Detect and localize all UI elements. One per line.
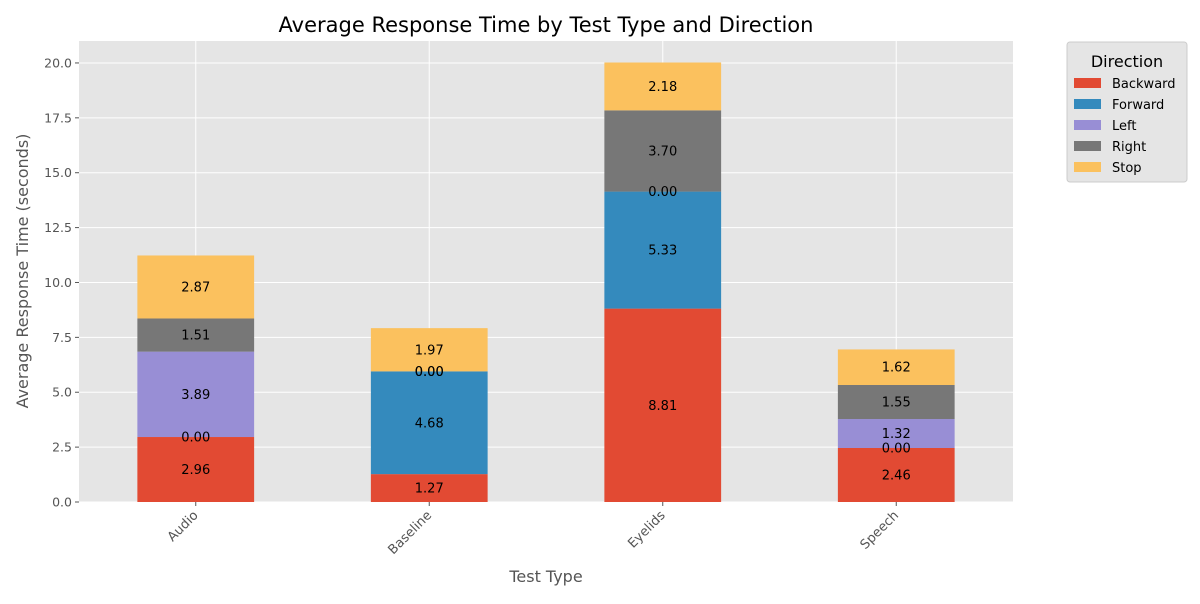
legend-swatch (1074, 78, 1101, 88)
legend-entry-label: Right (1112, 140, 1146, 155)
bar-value-label: 2.18 (648, 80, 677, 95)
bar-segment (837, 349, 955, 385)
legend-entry-label: Left (1112, 119, 1136, 134)
y-tick-label: 10.0 (44, 275, 72, 290)
y-tick-label: 17.5 (44, 110, 72, 125)
y-tick-label: 20.0 (44, 55, 72, 70)
bar-value-label: 3.70 (648, 144, 677, 159)
legend-entry-label: Forward (1112, 98, 1164, 113)
bar-segment (837, 419, 955, 448)
bar-value-label: 3.89 (181, 388, 210, 403)
y-axis-ticks: 0.0 2.5 5.0 7.5 10.0 12.5 15.0 17.5 20.0 (44, 55, 79, 510)
bar-segment (137, 255, 255, 319)
bar-value-label: 2.46 (882, 468, 911, 483)
bar-value-label: 0.00 (181, 431, 210, 446)
bar-value-label: 0.00 (415, 365, 444, 380)
bar-value-label: 5.33 (648, 244, 677, 259)
legend-swatch (1074, 162, 1101, 172)
bar-value-label: 1.97 (415, 343, 444, 358)
y-tick-label: 7.5 (52, 330, 72, 345)
bar-segment (370, 371, 488, 475)
bar-value-label: 0.00 (648, 185, 677, 200)
bar-value-label: 1.62 (882, 361, 911, 376)
x-tick-label: Baseline (385, 508, 435, 558)
chart-title: Average Response Time by Test Type and D… (279, 13, 814, 37)
bar-segment (370, 474, 488, 502)
bar-value-label: 4.68 (415, 416, 444, 431)
y-tick-label: 5.0 (52, 385, 72, 400)
x-tick-label: Audio (165, 508, 202, 545)
bar-value-label: 0.00 (882, 441, 911, 456)
bar-segment (604, 110, 722, 192)
legend-swatch (1074, 141, 1101, 151)
legend: Direction Backward Forward Left Right Stop (1066, 41, 1188, 183)
legend-swatch (1074, 99, 1101, 109)
x-tick-label: Eyelids (625, 508, 668, 551)
y-axis-label: Average Response Time (seconds) (13, 134, 32, 409)
bar-value-label: 1.55 (882, 396, 911, 411)
bar-segment (604, 308, 722, 502)
bar-value-label: 2.96 (181, 463, 210, 478)
bar-segment (137, 437, 255, 502)
bar-value-label: 1.32 (882, 427, 911, 442)
y-tick-label: 0.0 (52, 495, 72, 510)
legend-entry-label: Stop (1112, 161, 1142, 176)
legend-items: Backward Forward Left Right Stop (1074, 77, 1176, 176)
bar-segment (837, 384, 955, 420)
bar-labels-group: 2.96 0.00 3.89 1.51 2.87 1.27 4.68 0.00 0.00 1.97… (181, 80, 910, 497)
bar-value-label: 0.00 (415, 365, 444, 380)
bar-segment (604, 191, 722, 309)
legend-title: Direction (1091, 52, 1163, 71)
bar-segment (604, 62, 722, 111)
bar-value-label: 2.87 (181, 280, 210, 295)
y-tick-label: 2.5 (52, 440, 72, 455)
y-tick-label: 15.0 (44, 165, 72, 180)
legend-entry-label: Backward (1112, 77, 1176, 92)
bar-value-label: 1.51 (181, 329, 210, 344)
legend-swatch (1074, 120, 1101, 130)
bar-segment (137, 318, 255, 352)
x-axis-label: Test Type (508, 567, 582, 586)
bar-segment (137, 351, 255, 438)
bar-value-label: 8.81 (648, 399, 677, 414)
bars-group (137, 62, 955, 502)
bar-segment (370, 328, 488, 372)
x-tick-label: Speech (858, 508, 902, 552)
bar-value-label: 1.27 (415, 482, 444, 497)
bar-segment (837, 447, 955, 502)
x-axis-ticks: Audio Baseline Eyelids Speech (165, 502, 902, 558)
y-tick-label: 12.5 (44, 220, 72, 235)
